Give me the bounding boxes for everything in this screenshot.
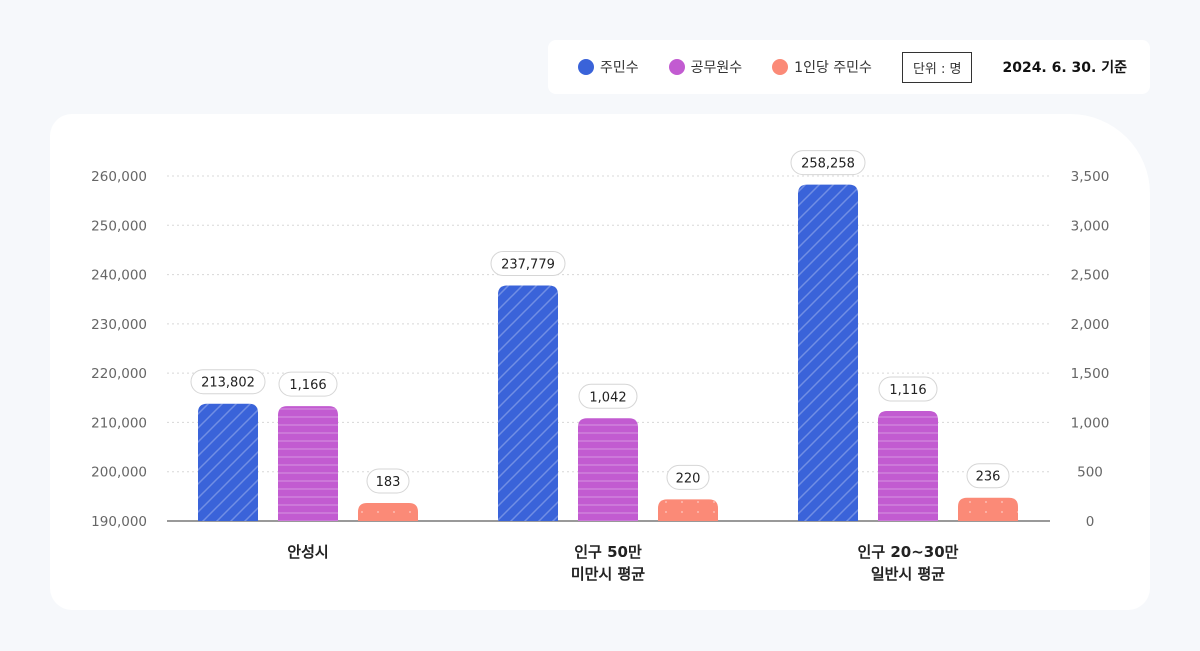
bar-pattern: [798, 184, 858, 521]
y-left-tick-label: 220,000: [91, 366, 147, 382]
bar-pattern: [358, 502, 418, 521]
y-left-tick-label: 240,000: [91, 268, 147, 284]
y-left-tick-label: 200,000: [91, 465, 147, 481]
date-label: 2024. 6. 30. 기준: [1002, 60, 1127, 76]
unit-label: 단위 : 명: [901, 51, 973, 83]
y-left-tick-label: 210,000: [91, 415, 147, 431]
bar-pattern: [578, 418, 638, 521]
legend-dot-per-capita: [772, 59, 789, 75]
y-right-tick-label: 500: [1077, 465, 1103, 481]
legend-label-residents: 주민수: [600, 60, 639, 76]
value-label-bubble: [966, 463, 1010, 489]
value-label: 183: [376, 475, 401, 490]
legend: 주민수 공무원수 1인당 주민수 단위 : 명 2024. 6. 30. 기준: [548, 40, 1150, 94]
legend-item-residents: 주민수: [578, 57, 639, 77]
y-right-tick-label: 1,000: [1071, 415, 1110, 431]
category-label: 인구 50만: [574, 543, 642, 561]
bar-pattern: [658, 499, 718, 521]
y-left-tick-label: 260,000: [91, 169, 147, 185]
legend-item-officials: 공무원수: [668, 57, 743, 77]
value-label-bubble: [490, 251, 566, 277]
bar-pattern: [958, 497, 1018, 521]
value-label: 1,042: [589, 390, 626, 405]
value-label-bubble: [790, 150, 866, 176]
bar-pattern: [198, 403, 258, 521]
y-right-tick-label: 3,500: [1071, 169, 1110, 185]
legend-dot-officials: [668, 59, 685, 75]
y-left-tick-label: 190,000: [91, 514, 147, 530]
value-label: 213,802: [201, 376, 255, 391]
value-label: 220: [676, 471, 701, 486]
category-label: 미만시 평균: [571, 565, 645, 583]
value-label: 1,116: [889, 383, 926, 398]
value-label-bubble: [878, 376, 938, 402]
value-label: 1,166: [289, 378, 326, 393]
value-label-bubble: [666, 464, 710, 490]
legend-label-per-capita: 1인당 주민수: [794, 60, 872, 76]
category-label: 인구 20~30만: [858, 543, 959, 561]
value-label-bubble: [278, 371, 338, 397]
value-label-bubble: [578, 383, 638, 409]
value-label: 258,258: [801, 157, 855, 172]
legend-dot-residents: [578, 59, 594, 75]
bar-chart: 190,000 0 200,000 500 210,000 1,000 220,000 1,5…: [91, 150, 1110, 583]
category-label: 안성시: [287, 543, 328, 561]
y-left-tick-label: 250,000: [91, 218, 147, 234]
legend-label-officials: 공무원수: [690, 60, 743, 76]
value-label: 236: [976, 470, 1001, 485]
y-left-tick-label: 230,000: [91, 317, 147, 333]
y-right-tick-label: 0: [1086, 514, 1095, 530]
value-label-bubble: [190, 369, 266, 395]
bar-pattern: [498, 285, 558, 521]
y-right-tick-label: 2,500: [1071, 268, 1110, 284]
chart-card: 190,000 0 200,000 500 210,000 1,000 220,000 1,5…: [50, 114, 1150, 610]
y-right-tick-label: 1,500: [1071, 366, 1110, 382]
y-right-tick-label: 2,000: [1071, 317, 1110, 333]
category-label: 일반시 평균: [871, 565, 945, 583]
legend-item-per-capita: 1인당 주민수: [772, 57, 872, 77]
bar-pattern: [878, 410, 938, 521]
bar-pattern: [278, 406, 338, 521]
value-label-bubble: [366, 468, 410, 494]
value-label: 237,779: [501, 258, 555, 273]
y-right-tick-label: 3,000: [1071, 218, 1110, 234]
